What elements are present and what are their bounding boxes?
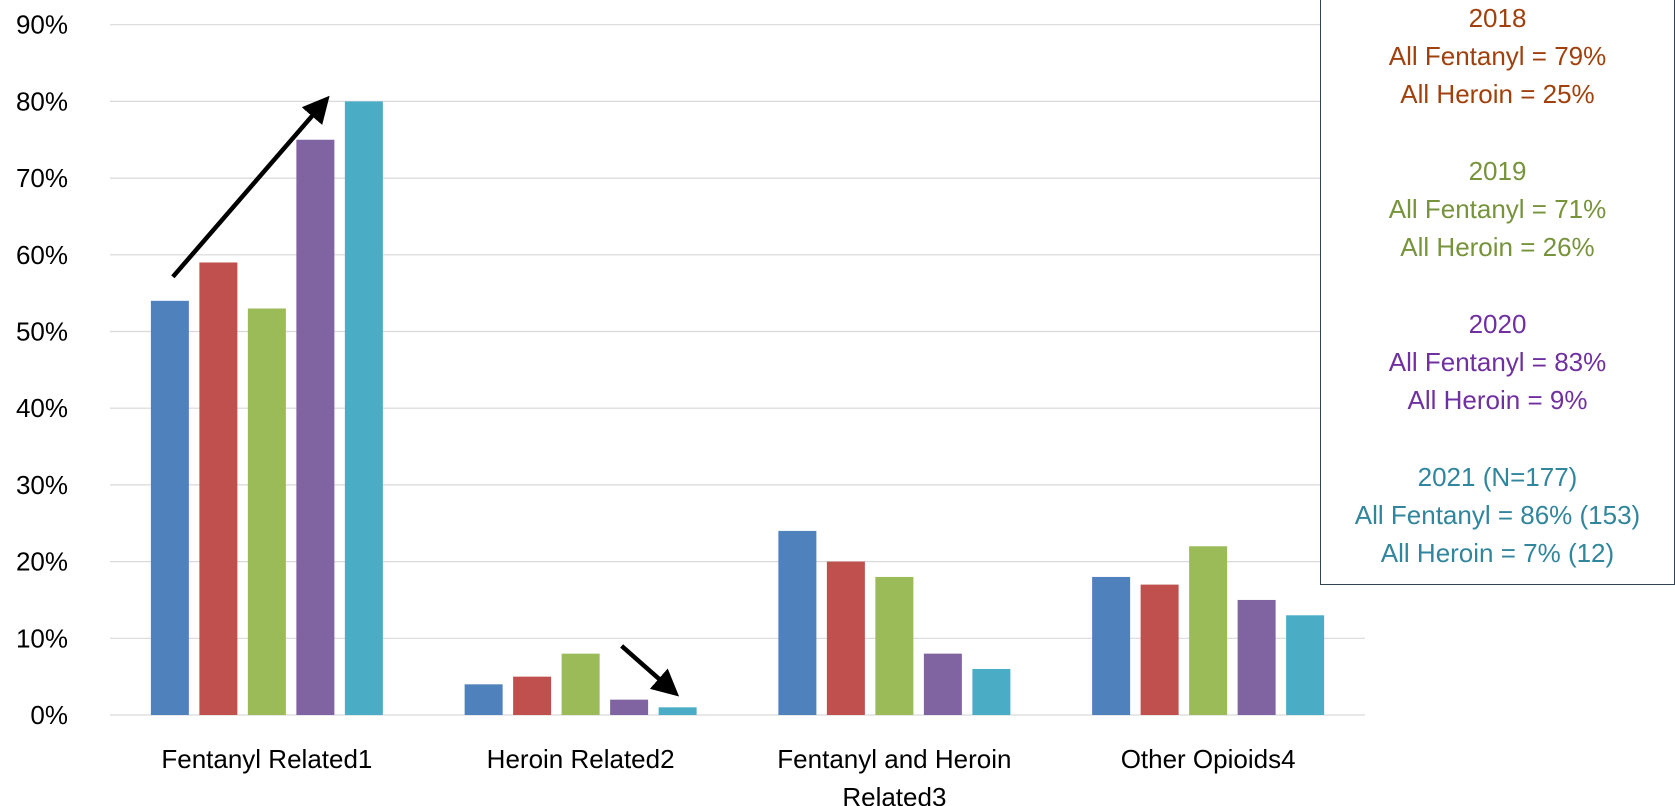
bar bbox=[464, 684, 503, 715]
bar bbox=[344, 101, 383, 715]
bar bbox=[972, 668, 1011, 715]
bar bbox=[658, 707, 697, 715]
bar bbox=[923, 653, 962, 715]
trend-arrow-down bbox=[620, 644, 680, 697]
stats-line: All Fentanyl = 71% bbox=[1388, 194, 1607, 224]
bar bbox=[1189, 546, 1228, 715]
y-axis-tick-labels: 0% 10% 20% 30% 40% 50% 60% 70% 80% 90% bbox=[16, 10, 68, 730]
trend-arrows bbox=[171, 95, 680, 697]
bar bbox=[150, 300, 189, 715]
bar bbox=[513, 676, 552, 715]
bar bbox=[247, 308, 286, 715]
x-tick-label: Fentanyl Related1 bbox=[161, 744, 372, 774]
y-tick-label: 20% bbox=[16, 547, 68, 577]
bar bbox=[296, 139, 335, 715]
bar bbox=[826, 561, 865, 715]
bar bbox=[1237, 599, 1276, 715]
x-tick-label: Other Opioids4 bbox=[1121, 744, 1296, 774]
x-tick-label: Related3 bbox=[842, 782, 946, 806]
bar bbox=[875, 576, 914, 715]
y-tick-label: 10% bbox=[16, 623, 68, 653]
stats-line: All Fentanyl = 83% bbox=[1388, 347, 1607, 377]
stats-year: 2018 bbox=[1468, 3, 1527, 33]
bar bbox=[561, 653, 600, 715]
x-tick-label: Fentanyl and Heroin bbox=[777, 744, 1011, 774]
bars bbox=[150, 101, 1325, 715]
stats-line: All Heroin = 25% bbox=[1400, 79, 1595, 109]
trend-arrow-up bbox=[171, 95, 330, 279]
y-tick-label: 30% bbox=[16, 470, 68, 500]
stats-year: 2020 bbox=[1468, 309, 1527, 339]
stats-line: All Heroin = 9% bbox=[1407, 385, 1588, 415]
bar bbox=[1092, 576, 1131, 715]
bar bbox=[1286, 615, 1325, 715]
stats-line: All Fentanyl = 79% bbox=[1388, 41, 1607, 71]
stats-group: 2021 (N=177) All Fentanyl = 86% (153) All … bbox=[1321, 458, 1674, 572]
y-tick-label: 80% bbox=[16, 86, 68, 116]
stats-group: 2018 All Fentanyl = 79% All Heroin = 25% bbox=[1321, 0, 1674, 113]
bar bbox=[778, 530, 817, 715]
stats-line: All Heroin = 7% (12) bbox=[1380, 538, 1615, 568]
bar bbox=[1140, 584, 1179, 715]
stats-year: 2021 (N=177) bbox=[1417, 462, 1578, 492]
y-tick-label: 70% bbox=[16, 163, 68, 193]
y-tick-label: 50% bbox=[16, 317, 68, 347]
stats-group: 2020 All Fentanyl = 83% All Heroin = 9% bbox=[1321, 305, 1674, 419]
stats-group: 2019 All Fentanyl = 71% All Heroin = 26% bbox=[1321, 152, 1674, 266]
x-axis-category-labels: Fentanyl Related1 Heroin Related2 Fentanyl… bbox=[161, 744, 1295, 806]
stats-line: All Heroin = 26% bbox=[1400, 232, 1595, 262]
summary-stats-box: 2018 All Fentanyl = 79% All Heroin = 25% 20… bbox=[1320, 0, 1675, 585]
y-tick-label: 90% bbox=[16, 10, 68, 40]
y-tick-label: 40% bbox=[16, 393, 68, 423]
x-tick-label: Heroin Related2 bbox=[487, 744, 675, 774]
bar bbox=[610, 699, 649, 715]
stats-year: 2019 bbox=[1468, 156, 1527, 186]
y-tick-label: 0% bbox=[30, 700, 68, 730]
bar bbox=[199, 262, 238, 715]
stats-line: All Fentanyl = 86% (153) bbox=[1354, 500, 1641, 530]
y-tick-label: 60% bbox=[16, 240, 68, 270]
